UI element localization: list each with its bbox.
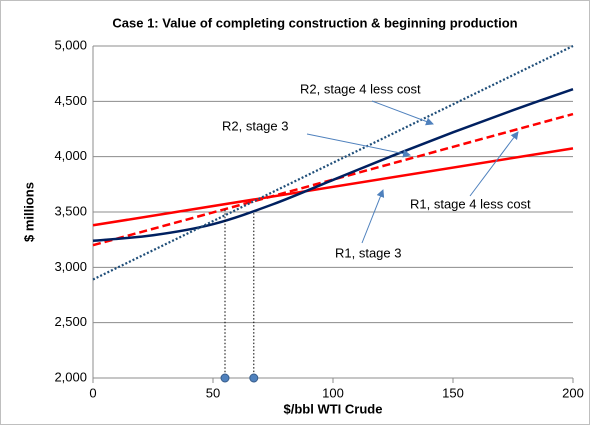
annotation: R2, stage 3 (222, 118, 289, 133)
x-tick-label: 0 (89, 385, 96, 400)
annotation-arrow (469, 131, 519, 197)
x-tick-label: 200 (562, 385, 584, 400)
series-line (92, 112, 574, 247)
annotation-arrow (371, 100, 434, 126)
series-line (92, 87, 574, 243)
annotation-arrow (306, 133, 411, 158)
x-tick-label: 50 (206, 385, 220, 400)
y-tick-label: 2,500 (54, 314, 87, 329)
annotation: R1, stage 4 less cost (410, 196, 531, 211)
series-line (92, 147, 574, 227)
y-tick-label: 4,500 (54, 93, 87, 108)
y-tick-label: 4,000 (54, 148, 87, 163)
x-axis-label: $/bbl WTI Crude (284, 401, 383, 416)
y-tick-label: 3,500 (54, 203, 87, 218)
y-tick-label: 2,000 (54, 369, 87, 384)
y-tick-label: 5,000 (54, 37, 87, 52)
drop-marker (249, 373, 259, 383)
annotation: R1, stage 3 (335, 245, 402, 260)
annotation: R2, stage 4 less cost (300, 81, 421, 96)
x-tick-label: 100 (322, 385, 344, 400)
y-axis-label: $ millions (21, 182, 36, 242)
series-line (92, 45, 574, 281)
drop-marker (220, 373, 230, 383)
y-tick-label: 3,000 (54, 259, 87, 274)
x-tick-label: 150 (442, 385, 464, 400)
chart-title: Case 1: Value of completing construction… (112, 15, 517, 30)
annotation-arrow (361, 189, 385, 244)
